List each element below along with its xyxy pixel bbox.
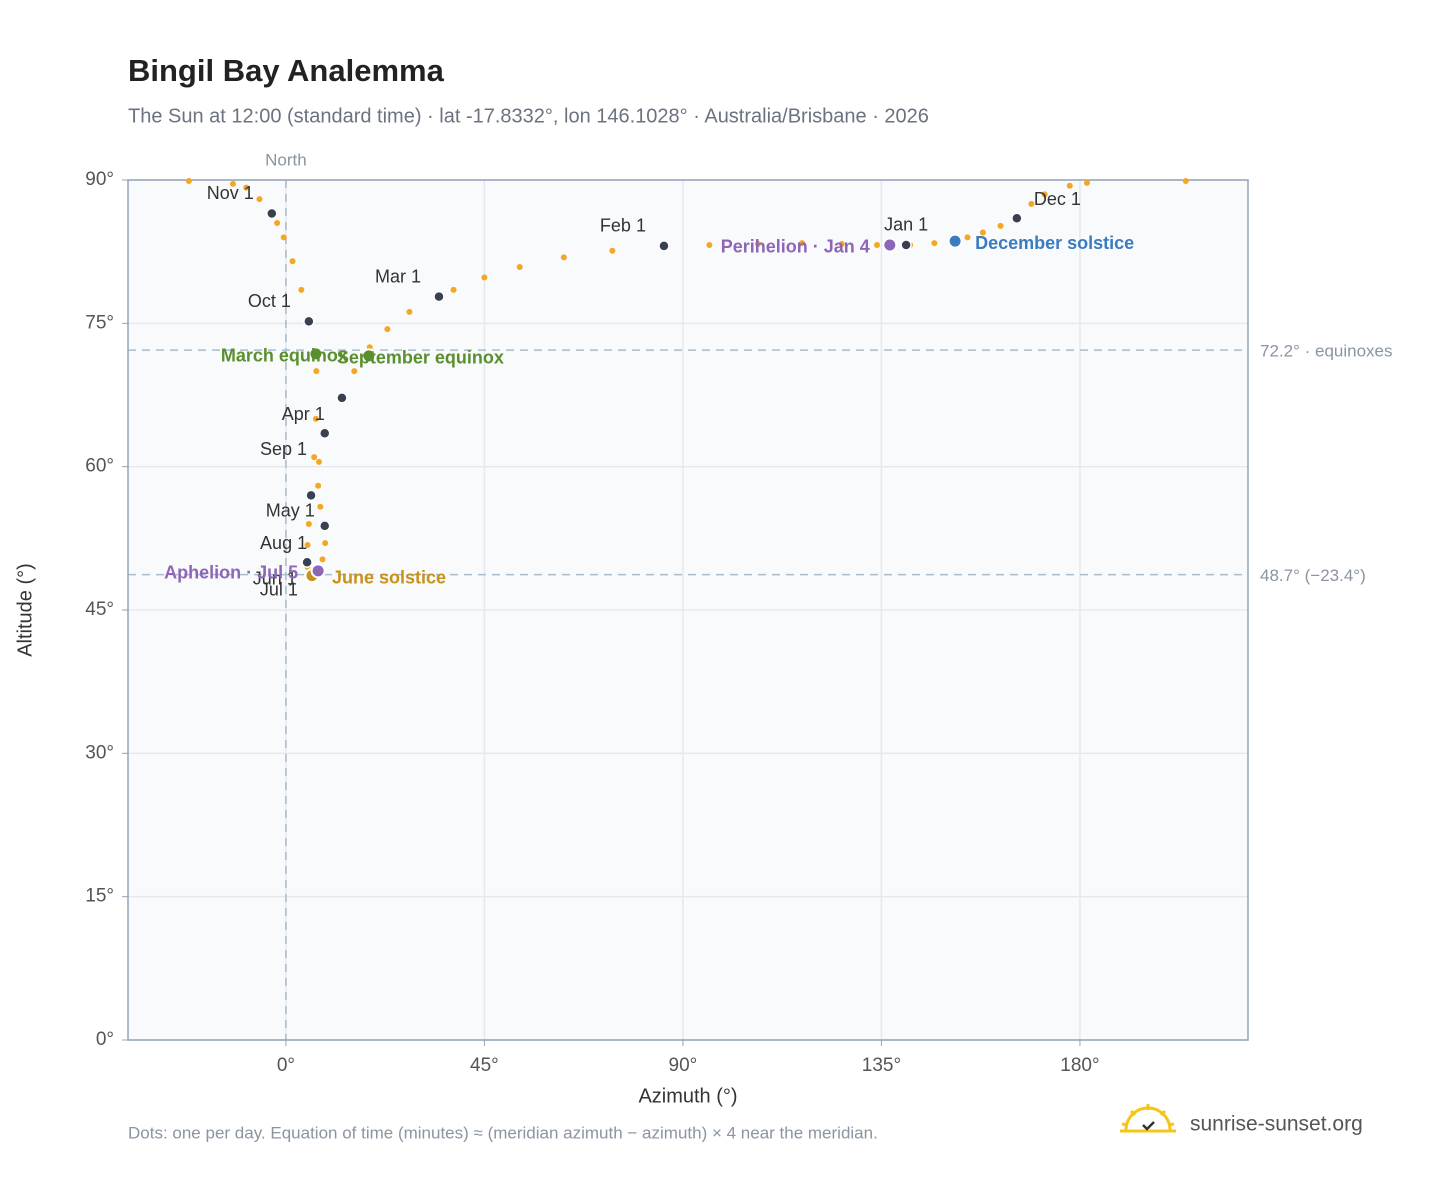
daily-dot xyxy=(609,247,616,254)
daily-dot xyxy=(351,368,358,375)
footnote: Dots: one per day. Equation of time (min… xyxy=(128,1123,878,1142)
daily-dot xyxy=(316,458,323,465)
event-marker xyxy=(882,237,898,253)
daily-dot xyxy=(979,229,986,236)
month-label: Dec 1 xyxy=(1034,189,1081,209)
daily-dot xyxy=(280,234,287,241)
month-label: Nov 1 xyxy=(207,183,254,203)
daily-dot xyxy=(799,240,806,247)
daily-dot xyxy=(315,482,322,489)
reference-label: 48.7° (−23.4°) xyxy=(1260,566,1366,585)
event-marker xyxy=(310,563,326,579)
daily-dot xyxy=(406,308,413,315)
month-label: Mar 1 xyxy=(375,266,421,286)
event-label: March equinox xyxy=(221,346,348,366)
y-tick-label: 45° xyxy=(85,599,114,620)
daily-dot xyxy=(289,258,296,265)
daily-dot xyxy=(964,234,971,241)
daily-dot xyxy=(1083,179,1090,186)
month-label: Apr 1 xyxy=(282,404,325,424)
month-marker xyxy=(433,290,445,303)
x-tick-label: 135° xyxy=(862,1055,901,1076)
event-label: Aphelion · Jul 5 xyxy=(164,563,298,583)
event-label: June solstice xyxy=(332,567,446,587)
month-marker xyxy=(303,315,315,328)
month-marker xyxy=(318,427,331,439)
event-label: Perihelion · Jan 4 xyxy=(721,237,870,257)
daily-dot xyxy=(838,241,845,248)
month-marker xyxy=(318,520,331,532)
month-marker xyxy=(658,240,670,252)
daily-dot xyxy=(298,286,305,293)
month-label: Jul 1 xyxy=(260,579,298,599)
event-label: September equinox xyxy=(337,348,504,368)
chart-title: Bingil Bay Analemma xyxy=(128,53,445,88)
x-tick-label: 45° xyxy=(470,1055,499,1076)
daily-dot xyxy=(305,521,312,527)
daily-dot xyxy=(384,326,391,333)
y-tick-label: 0° xyxy=(96,1029,114,1050)
event-marker xyxy=(947,233,963,249)
y-tick-label: 15° xyxy=(85,886,114,907)
daily-dot xyxy=(560,254,567,261)
month-marker xyxy=(266,207,278,220)
north-label: North xyxy=(265,150,307,169)
daily-dot xyxy=(313,368,320,375)
month-label: May 1 xyxy=(266,501,315,521)
month-label: Feb 1 xyxy=(600,216,646,236)
daily-dot xyxy=(450,286,457,293)
daily-dot xyxy=(1028,200,1035,207)
daily-dot xyxy=(1041,191,1048,198)
chart-subtitle: The Sun at 12:00 (standard time) · lat -… xyxy=(128,105,929,127)
daily-dot xyxy=(874,241,881,248)
daily-dot xyxy=(931,240,938,247)
x-tick-label: 180° xyxy=(1060,1055,1099,1076)
daily-dot xyxy=(706,241,713,248)
y-tick-label: 60° xyxy=(85,456,114,477)
daily-dot xyxy=(304,542,311,549)
daily-dot xyxy=(1182,177,1189,184)
month-marker xyxy=(301,556,313,568)
month-label: Aug 1 xyxy=(260,533,307,553)
month-label: Jan 1 xyxy=(884,215,928,235)
daily-dot xyxy=(322,540,329,547)
daily-dot xyxy=(256,196,263,203)
plot-frame xyxy=(127,179,1249,1041)
y-axis-title: Altitude (°) xyxy=(14,563,36,657)
daily-dot xyxy=(317,503,324,510)
event-marker xyxy=(361,348,377,364)
daily-dot xyxy=(997,222,1004,229)
reference-label: 72.2° · equinoxes xyxy=(1260,342,1393,361)
x-tick-label: 0° xyxy=(277,1055,295,1076)
month-label: Sep 1 xyxy=(260,439,307,459)
daily-dot xyxy=(185,177,192,184)
daily-dot xyxy=(243,184,250,191)
y-tick-label: 75° xyxy=(85,312,114,333)
x-tick-label: 90° xyxy=(669,1055,698,1076)
daily-dot xyxy=(754,241,761,248)
month-marker xyxy=(900,239,912,251)
daily-dot xyxy=(319,556,326,563)
month-marker xyxy=(305,489,317,502)
daily-dot xyxy=(311,454,318,461)
event-marker xyxy=(308,346,324,362)
daily-dot xyxy=(274,220,281,226)
daily-dot xyxy=(516,263,523,270)
daily-dot xyxy=(1066,182,1073,189)
daily-dot xyxy=(229,180,236,187)
month-marker xyxy=(1011,212,1023,224)
month-label: Oct 1 xyxy=(248,291,291,311)
x-axis-title: Azimuth (°) xyxy=(638,1085,737,1107)
event-label: December solstice xyxy=(975,233,1134,253)
y-tick-label: 30° xyxy=(85,742,114,763)
brand-logo xyxy=(1120,1104,1176,1133)
daily-dot xyxy=(481,274,488,281)
y-tick-label: 90° xyxy=(85,169,114,190)
month-marker xyxy=(336,392,348,404)
daily-dot xyxy=(312,415,319,422)
brand-name: sunrise-sunset.org xyxy=(1190,1113,1363,1136)
month-label: Jun 1 xyxy=(253,569,297,589)
